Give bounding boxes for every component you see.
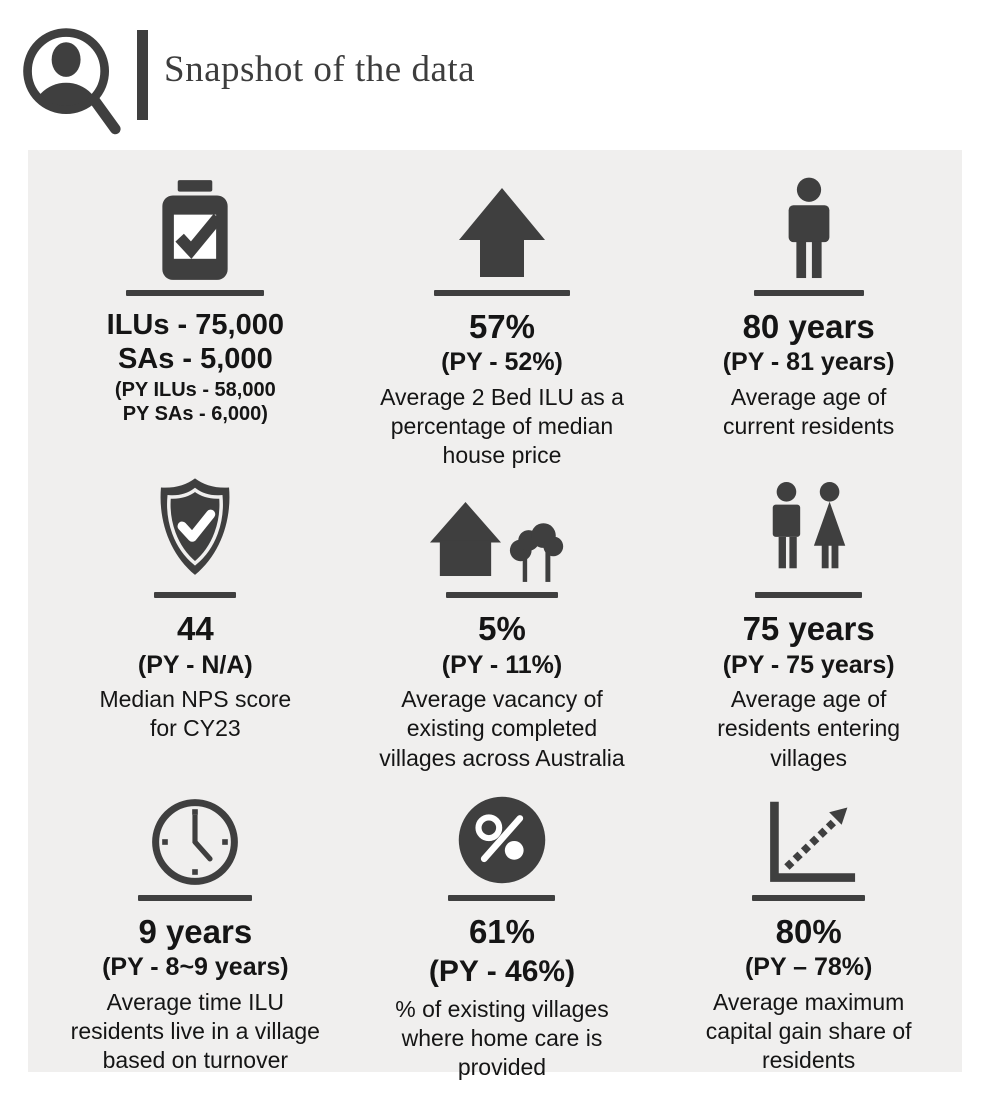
stat-description: Average 2 Bed ILU as a percentage of med…	[380, 383, 624, 469]
stat-value: 57%	[468, 308, 536, 345]
icon-underline	[126, 290, 265, 296]
stat-prior-year: (PY - N/A)	[137, 650, 253, 679]
stat-value: 80 years	[742, 308, 875, 345]
house-icon	[445, 168, 559, 282]
stat-prior-year: (PY – 78%)	[744, 953, 873, 982]
stat-prior-year: (PY - 75 years)	[722, 650, 895, 679]
stat-value: ILUs - 75,000 SAs - 5,000	[106, 309, 284, 376]
stat-description: Average time ILU residents live in a vil…	[70, 988, 320, 1074]
stat-value: 75 years	[742, 610, 875, 648]
stat-cell-ilu-price: 57% (PY - 52%) Average 2 Bed ILU as a pe…	[349, 168, 656, 470]
stat-prior-year: (PY ILUs - 58,000 PY SAs - 6,000)	[114, 379, 276, 426]
person-icon	[776, 168, 842, 282]
snapshot-panel: ILUs - 75,000 SAs - 5,000 (PY ILUs - 58,…	[28, 150, 962, 1080]
clock-icon	[150, 773, 240, 887]
icon-underline	[154, 592, 237, 599]
chart-up-icon	[761, 773, 857, 887]
percent-circle-icon	[455, 773, 549, 887]
page-title: Snapshot of the data	[164, 48, 476, 90]
icon-underline	[752, 894, 866, 901]
house-trees-icon	[428, 470, 576, 584]
icon-underline	[755, 592, 863, 599]
stat-cell-nps: 44 (PY - N/A) Median NPS score for CY23	[42, 470, 349, 772]
stat-prior-year: (PY - 46%)	[428, 955, 576, 989]
clipboard-check-icon	[147, 168, 243, 282]
stat-value: 61%	[468, 912, 536, 950]
stat-cell-current-age: 80 years (PY - 81 years) Average age of …	[655, 168, 962, 470]
stat-prior-year: (PY - 8~9 years)	[102, 953, 289, 982]
stat-description: Average maximum capital gain share of re…	[705, 988, 912, 1074]
icon-underline	[138, 894, 253, 901]
stat-description: Average vacancy of existing completed vi…	[379, 686, 625, 771]
stat-cell-capital-gain: 80% (PY – 78%) Average maximum capital g…	[655, 773, 962, 1082]
header-divider	[137, 30, 148, 120]
page-header: Snapshot of the data	[0, 0, 1000, 150]
icon-underline	[433, 290, 570, 296]
stat-value: 80%	[775, 912, 842, 950]
stat-cell-home-care: 61% (PY - 46%) % of existing villages wh…	[349, 773, 656, 1082]
icon-underline	[753, 290, 864, 296]
stat-prior-year: (PY - 52%)	[441, 348, 563, 377]
stat-description: Average age of current residents	[723, 383, 895, 439]
stat-description: Median NPS score for CY23	[99, 686, 292, 742]
stat-cell-ilus-sas: ILUs - 75,000 SAs - 5,000 (PY ILUs - 58,…	[42, 168, 349, 470]
stat-description: % of existing villages where home care i…	[395, 995, 609, 1080]
stat-cell-vacancy: 5% (PY - 11%) Average vacancy of existin…	[349, 470, 656, 772]
stat-description: Average age of residents entering villag…	[717, 686, 901, 771]
stat-cell-tenure: 9 years (PY - 8~9 years) Average time IL…	[42, 773, 349, 1082]
couple-icon	[760, 470, 858, 584]
icon-underline	[448, 894, 556, 901]
stat-value: 5%	[478, 610, 526, 648]
stat-prior-year: (PY - 11%)	[441, 650, 563, 679]
stat-value: 44	[176, 610, 214, 648]
stat-value: 9 years	[138, 912, 253, 950]
person-magnifier-icon	[15, 11, 123, 139]
stat-prior-year: (PY - 81 years)	[722, 348, 895, 377]
stat-cell-entry-age: 75 years (PY - 75 years) Average age of …	[655, 470, 962, 772]
shield-check-icon	[149, 470, 241, 584]
icon-underline	[445, 592, 558, 599]
